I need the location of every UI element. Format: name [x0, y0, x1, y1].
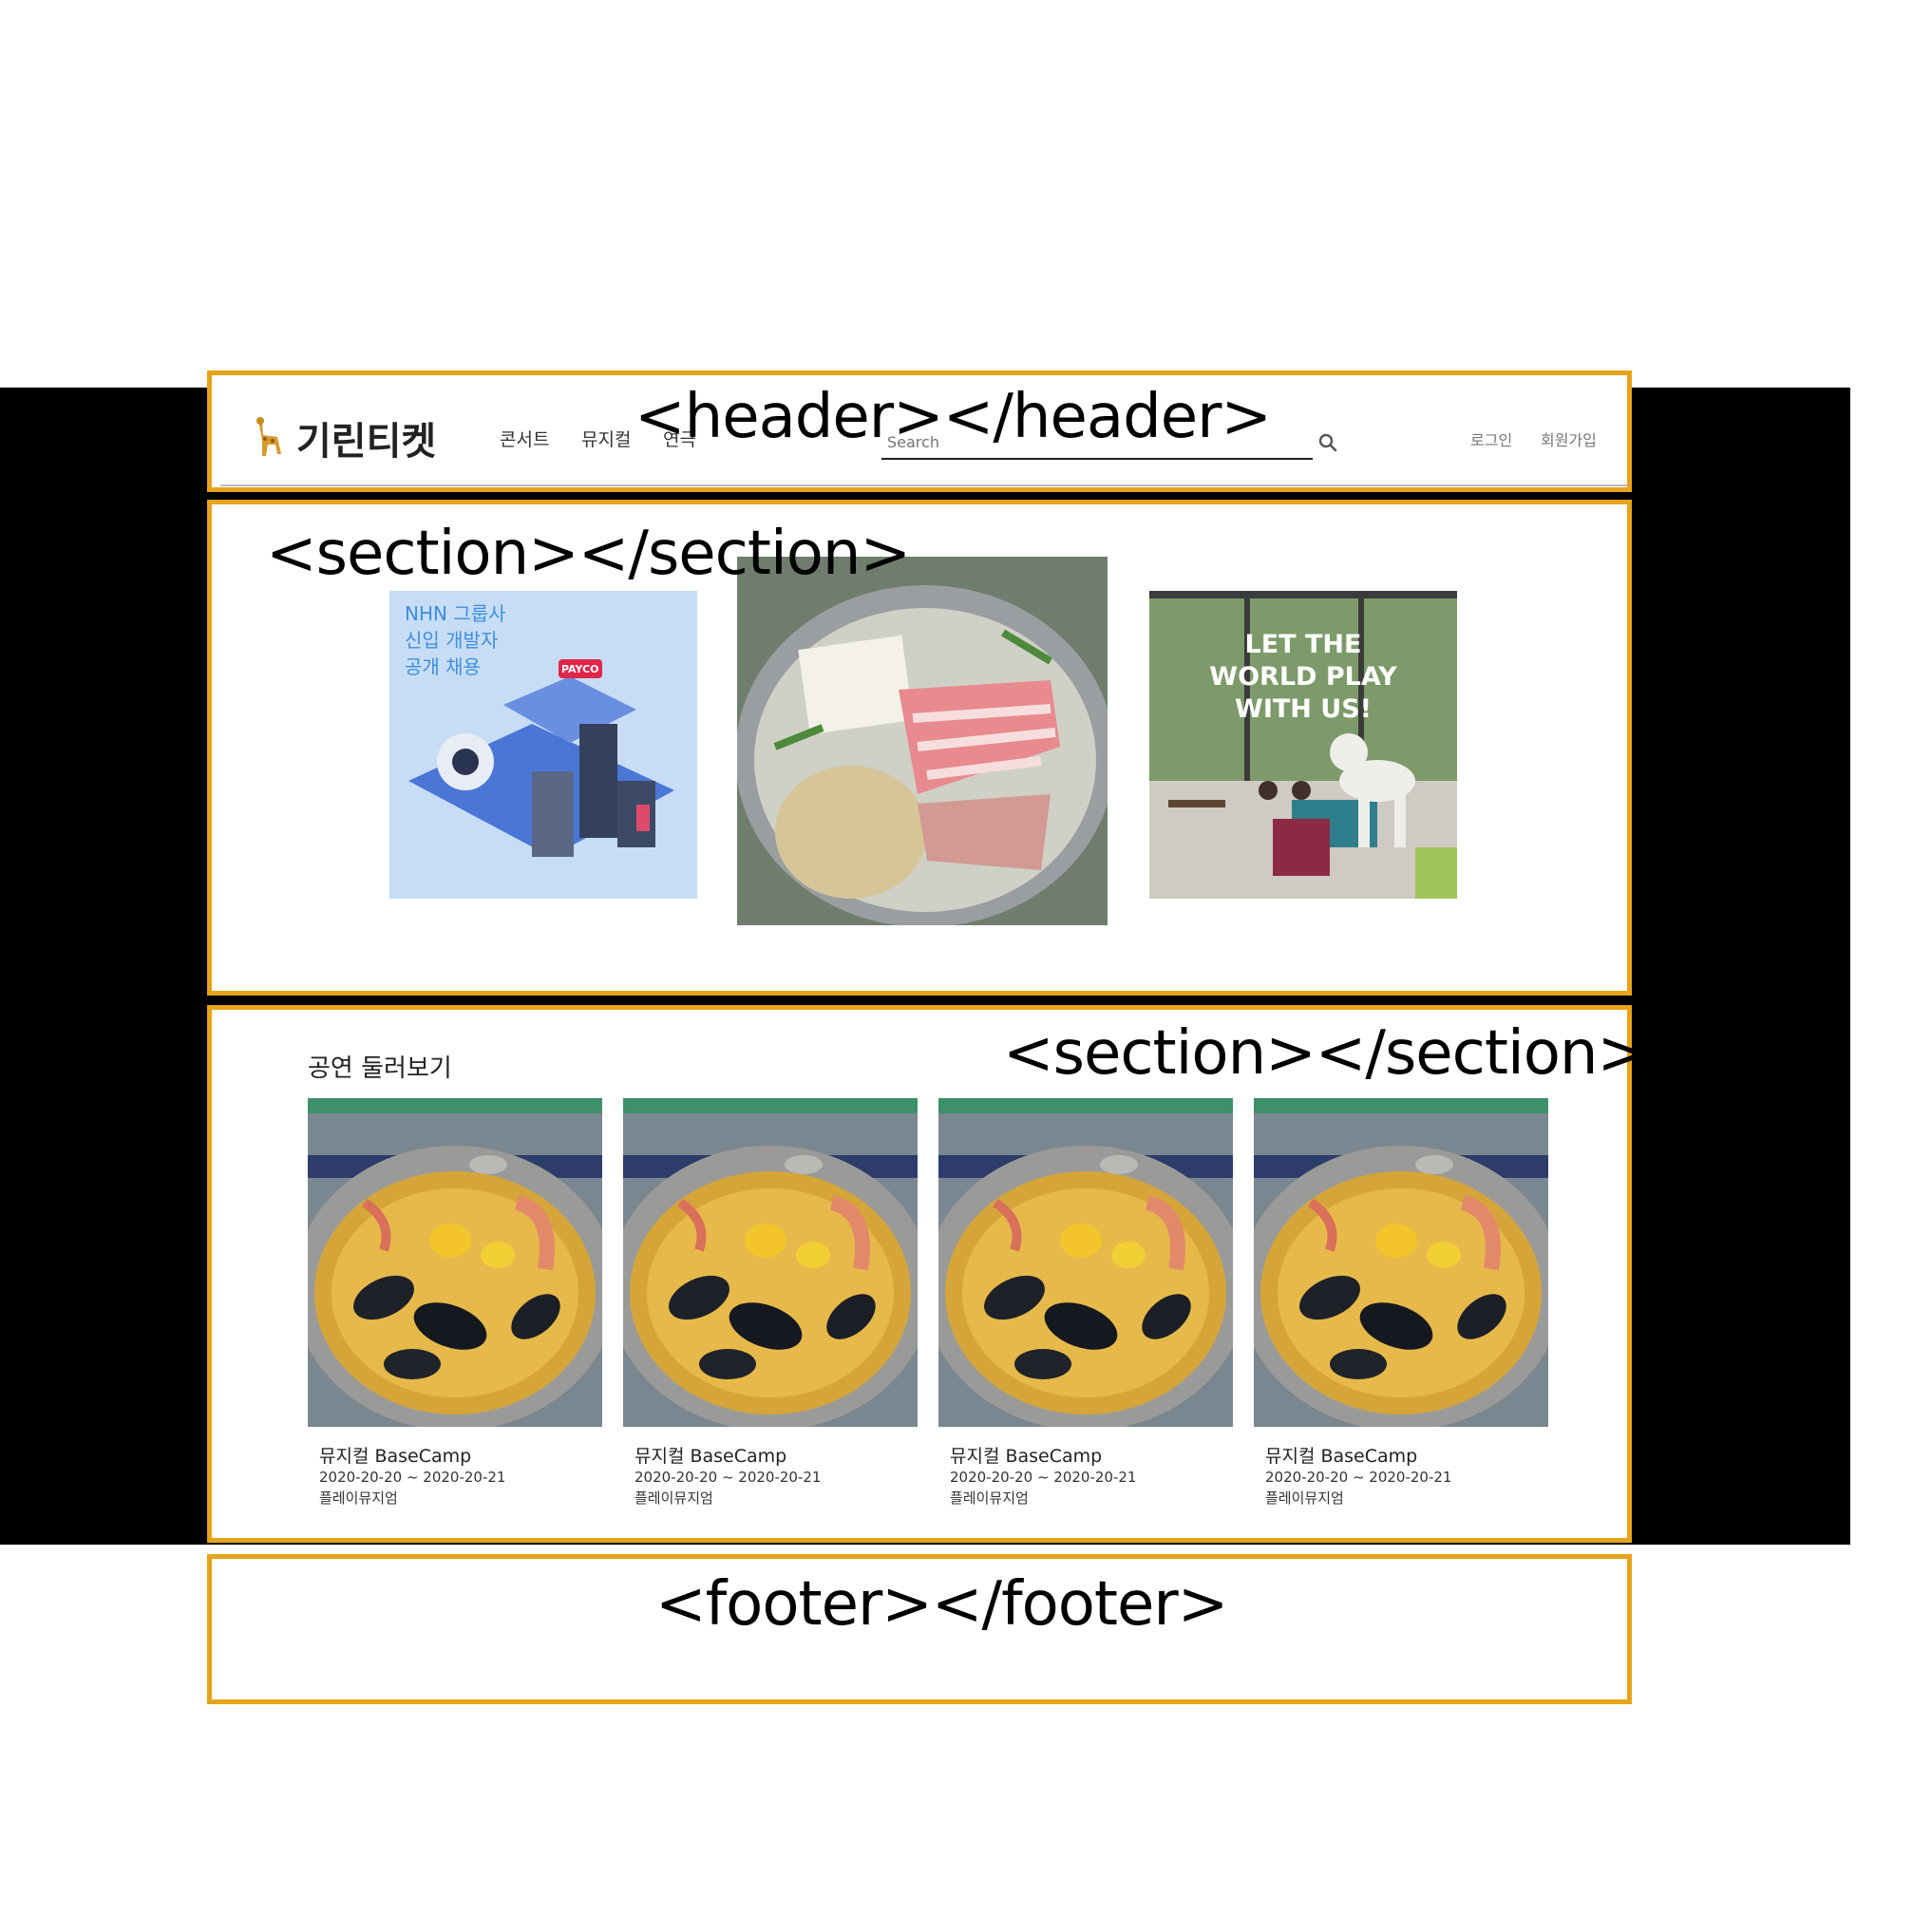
section2-tag-label: <section></section> — [1003, 1018, 1648, 1089]
nav-concert[interactable]: 콘서트 — [500, 429, 550, 450]
search-input[interactable] — [885, 427, 1307, 456]
banner-image-hotpot[interactable] — [737, 557, 1108, 925]
show-card-image[interactable] — [1254, 1098, 1548, 1427]
museum-photo — [1149, 591, 1457, 899]
show-card-dates: 2020-20-20 ~ 2020-20-21 — [1265, 1469, 1452, 1486]
header-tag-label: <header></header> — [635, 382, 1272, 452]
play-line-2: WORLD PLAY — [1209, 662, 1397, 692]
show-card-title[interactable]: 뮤지컬 BaseCamp — [635, 1446, 787, 1467]
show-card-title[interactable]: 뮤지컬 BaseCamp — [1265, 1446, 1418, 1467]
banner-image-recruit[interactable]: NHN 그룹사 신입 개발자 공개 채용 PAYCO — [389, 591, 697, 899]
signup-link[interactable]: 회원가입 — [1541, 431, 1597, 449]
show-card-dates: 2020-20-20 ~ 2020-20-21 — [319, 1469, 506, 1486]
show-card-image[interactable] — [938, 1098, 1233, 1427]
giraffe-icon — [256, 417, 281, 456]
search-underline — [881, 458, 1313, 460]
show-card-title[interactable]: 뮤지컬 BaseCamp — [950, 1446, 1103, 1467]
logo[interactable]: 기린티켓 — [249, 410, 436, 465]
nav-play[interactable]: 연극 — [663, 429, 696, 450]
show-card-venue: 플레이뮤지엄 — [950, 1490, 1029, 1507]
show-card-dates: 2020-20-20 ~ 2020-20-21 — [950, 1469, 1137, 1486]
footer-tag-label: <footer></footer> — [655, 1569, 1228, 1640]
section1-tag-label: <section></section> — [266, 519, 911, 589]
show-card-dates: 2020-20-20 ~ 2020-20-21 — [635, 1469, 822, 1486]
show-card-title[interactable]: 뮤지컬 BaseCamp — [319, 1446, 472, 1467]
play-line-1: LET THE — [1244, 630, 1362, 659]
header-divider — [220, 484, 1630, 486]
payco-label: PAYCO — [561, 663, 599, 675]
search-icon[interactable] — [1316, 431, 1339, 454]
login-link[interactable]: 로그인 — [1470, 431, 1513, 449]
show-card-image[interactable] — [308, 1098, 602, 1427]
banner-image-play-museum[interactable]: LET THE WORLD PLAY WITH US! — [1149, 591, 1457, 899]
logo-text: 기린티켓 — [296, 420, 437, 464]
show-card-image[interactable] — [623, 1098, 918, 1427]
hotpot-photo — [737, 557, 1108, 925]
nav-musical[interactable]: 뮤지컬 — [581, 429, 632, 450]
show-card-venue: 플레이뮤지엄 — [319, 1490, 398, 1507]
recruit-line-3: 공개 채용 — [405, 655, 481, 678]
show-card-venue: 플레이뮤지엄 — [635, 1490, 713, 1507]
shows-section-title: 공연 둘러보기 — [308, 1054, 452, 1083]
play-line-3: WITH US! — [1235, 694, 1372, 724]
recruit-line-2: 신입 개발자 — [405, 629, 499, 652]
show-card-venue: 플레이뮤지엄 — [1265, 1490, 1344, 1507]
recruit-line-1: NHN 그룹사 — [405, 602, 506, 625]
isometric-illustration — [408, 659, 674, 857]
